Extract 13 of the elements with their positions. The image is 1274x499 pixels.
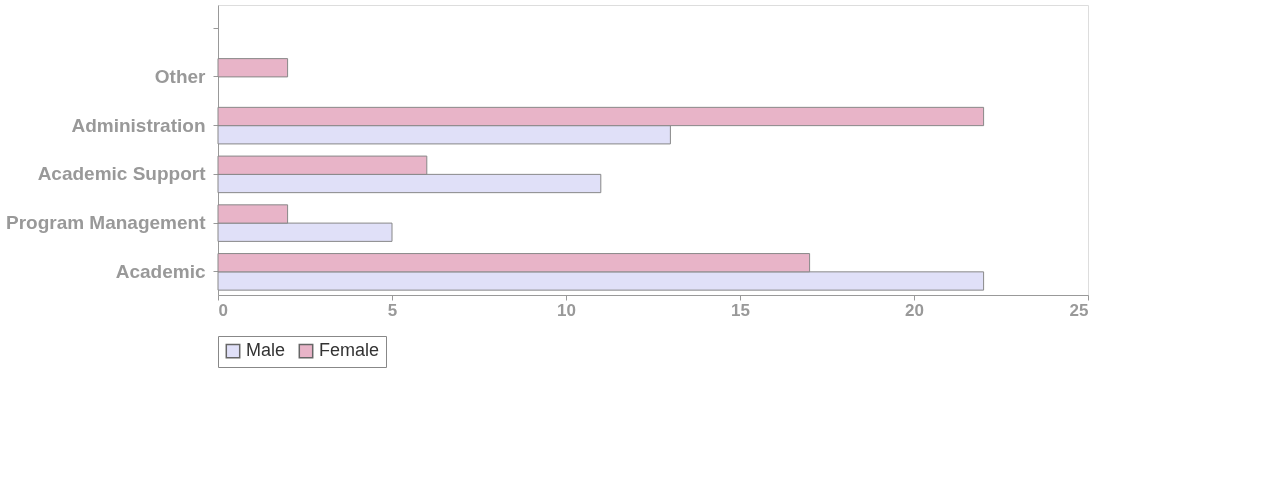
legend-label: Male (246, 340, 286, 361)
x-tick-label: 25 (1069, 300, 1089, 320)
x-tick-label: 0 (218, 300, 228, 320)
x-tick-label: 5 (387, 300, 398, 320)
y-tick-label: Other (154, 65, 207, 87)
x-tick-label: 10 (557, 300, 576, 320)
y-tick-label: Administration (71, 114, 206, 136)
y-tick-label: Academic Support (37, 163, 207, 185)
y-tick-label: Academic (115, 260, 206, 282)
legend-label: Female (319, 340, 380, 361)
y-tick-label: Program Management (5, 212, 207, 234)
x-tick-label: 15 (731, 300, 750, 320)
x-tick-label: 20 (905, 300, 924, 320)
